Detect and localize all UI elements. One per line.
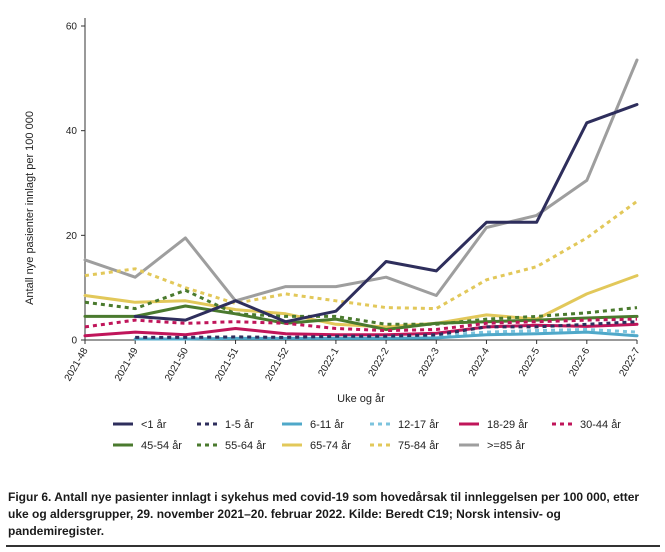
legend-label: 75-84 år (398, 440, 439, 452)
x-tick-label: 2022-1 (316, 346, 341, 379)
legend-label: 30-44 år (580, 419, 621, 431)
series-line (83, 58, 639, 303)
x-tick-label: 2022-2 (367, 346, 392, 379)
x-tick-label: 2022-3 (417, 346, 442, 379)
series-line (133, 330, 639, 341)
x-tick-label: 2022-7 (618, 346, 643, 379)
legend: <1 år 1-5 år 6-11 år 12-17 år 18-29 år 30-44 … (113, 419, 621, 452)
x-tick-label: 2021-50 (163, 346, 191, 384)
y-axis: 0 20 40 60 (66, 18, 86, 347)
series-lines (83, 58, 639, 341)
x-tick-label: 2021-51 (213, 346, 241, 384)
x-axis-title: Uke og år (337, 393, 385, 405)
legend-label: 18-29 år (487, 419, 528, 431)
series-line (135, 320, 638, 339)
legend-label: <1 år (141, 419, 167, 431)
figure-caption: Figur 6. Antall nye pasienter innlagt i … (8, 490, 640, 538)
legend-label: 65-74 år (310, 440, 351, 452)
y-axis-title: Antall nye pasienter innlagt per 100 000 (24, 111, 36, 305)
caption-divider (6, 545, 660, 547)
x-tick-label: 2022-5 (517, 346, 542, 379)
series-line (83, 304, 639, 331)
legend-label: 6-11 år (310, 419, 344, 431)
x-tick-label: 2021-48 (63, 346, 91, 384)
y-tick-label: 40 (66, 126, 78, 137)
legend-label: >=85 år (487, 440, 525, 452)
y-tick-label: 0 (71, 336, 77, 347)
y-tick-label: 20 (66, 231, 78, 242)
legend-label: 1-5 år (225, 419, 254, 431)
series-line (133, 103, 639, 324)
x-tick-label: 2022-6 (567, 346, 592, 379)
x-tick-label: 2021-49 (113, 346, 141, 384)
series-line (84, 200, 638, 311)
legend-label: 45-54 år (141, 440, 182, 452)
legend-label: 55-64 år (225, 440, 266, 452)
x-axis: 2021-48 2021-49 2021-50 2021-51 2021-52 2022-… (63, 339, 643, 384)
x-tick-label: 2022-4 (467, 346, 492, 379)
y-tick-label: 60 (66, 22, 78, 33)
x-tick-label: 2021-52 (263, 346, 291, 384)
legend-label: 12-17 år (398, 419, 439, 431)
